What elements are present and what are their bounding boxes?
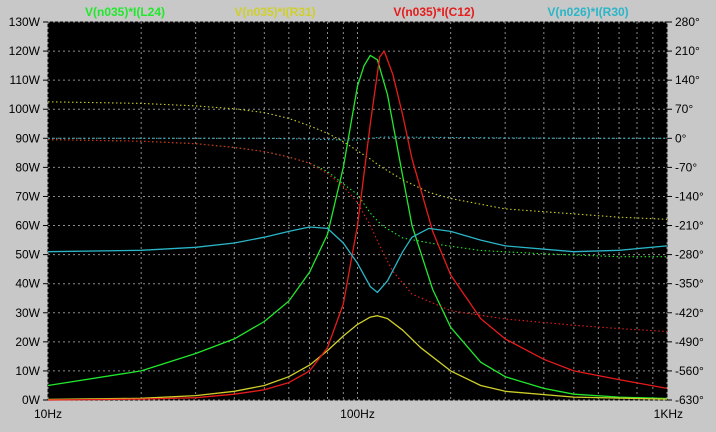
right-tick-label: -70° [675, 160, 697, 174]
left-tick-label: 20W [15, 335, 40, 349]
left-tick-label: 60W [15, 219, 40, 233]
x-tick-label: 1KHz [654, 407, 683, 421]
left-tick-label: 90W [15, 131, 40, 145]
legend-item-1[interactable]: V(n035)*I(R31) [234, 5, 315, 19]
right-tick-label: 70° [675, 102, 693, 116]
left-tick-label: 100W [9, 102, 41, 116]
right-tick-label: -350° [675, 277, 704, 291]
right-tick-label: -630° [675, 393, 704, 407]
left-tick-label: 0W [22, 393, 41, 407]
left-tick-label: 70W [15, 189, 40, 203]
legend: V(n035)*I(L24) V(n035)*I(R31) V(n035)*I(C1… [85, 5, 629, 19]
legend-item-3[interactable]: V(n026)*I(R30) [547, 5, 628, 19]
left-tick-label: 110W [10, 73, 41, 87]
left-tick-label: 120W [9, 44, 41, 58]
series-1-magnitude-line[interactable] [47, 315, 668, 401]
legend-item-0[interactable]: V(n035)*I(L24) [85, 5, 165, 19]
right-tick-label: 280° [675, 15, 700, 29]
series-layer [47, 50, 668, 401]
left-axis-ticks: 0W 10W 20W 30W 40W 50W 60W 70W 80W 90W 100W 110W 120… [9, 15, 48, 407]
left-tick-label: 40W [15, 277, 40, 291]
right-tick-label: 210° [675, 44, 700, 58]
left-tick-label: 10W [15, 364, 40, 378]
left-tick-label: 80W [15, 160, 40, 174]
series-2-magnitude-line[interactable] [47, 50, 668, 401]
left-tick-label: 130W [9, 15, 41, 29]
grid [47, 21, 668, 401]
x-tick-label: 10Hz [34, 407, 62, 421]
series-0-magnitude-line[interactable] [47, 54, 668, 400]
legend-item-2[interactable]: V(n035)*I(C12) [393, 5, 474, 19]
right-tick-label: -140° [675, 189, 704, 203]
right-axis-ticks: -630° -560° -490° -420° -350° -280° -210° -140°… [667, 15, 704, 407]
right-tick-label: 0° [675, 131, 687, 145]
right-tick-label: -210° [675, 219, 704, 233]
right-tick-label: -420° [675, 306, 704, 320]
right-tick-label: -560° [675, 364, 704, 378]
series-3-magnitude-line[interactable] [47, 226, 668, 294]
x-tick-label: 100Hz [340, 407, 375, 421]
x-axis-ticks: 10Hz 100Hz 1KHz [34, 407, 683, 421]
right-tick-label: 140° [675, 73, 700, 87]
right-tick-label: -280° [675, 248, 704, 262]
left-tick-label: 30W [15, 306, 40, 320]
right-tick-label: -490° [675, 335, 704, 349]
left-tick-label: 50W [15, 248, 40, 262]
